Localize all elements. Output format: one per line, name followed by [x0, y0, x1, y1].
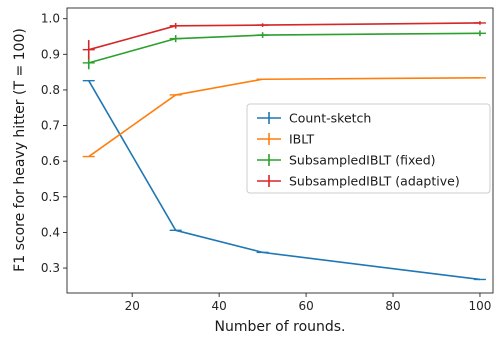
- series-line-iblt: [88, 77, 480, 158]
- x-tick-label: 60: [298, 299, 313, 313]
- y-tick-label: 0.3: [41, 261, 60, 275]
- legend: Count-sketch IBLT SubsampledIBLT (fixed) Su…: [246, 103, 491, 194]
- x-tick-label: 40: [212, 299, 227, 313]
- x-tick-label: 80: [385, 299, 400, 313]
- legend-label: Count-sketch: [289, 111, 371, 126]
- y-axis-ticks: 0.3 0.4 0.5 0.6 0.7 0.8 0.9 1.0: [41, 12, 67, 275]
- y-axis-label: F1 score for heavy hitter (T = 100): [12, 28, 28, 272]
- y-tick-label: 0.8: [41, 83, 60, 97]
- series-line-count-sketch: [88, 80, 481, 281]
- x-axis-label: Number of rounds.: [214, 319, 345, 335]
- x-tick-label: 100: [469, 299, 492, 313]
- y-tick-label: 1.0: [41, 12, 60, 26]
- series-layer: [82, 21, 486, 281]
- x-axis-ticks: 20 40 60 80 100: [125, 293, 492, 313]
- legend-box: [246, 103, 491, 194]
- y-tick-label: 0.4: [41, 225, 60, 239]
- legend-label: SubsampledIBLT (fixed): [289, 153, 436, 168]
- y-tick-label: 0.6: [41, 154, 60, 168]
- series-line-subsamplediblt-fixed: [88, 32, 480, 64]
- plot-frame: [66, 7, 494, 294]
- series-line-subsamplediblt-adaptive: [88, 22, 480, 51]
- y-tick-label: 0.9: [41, 47, 60, 61]
- x-tick-label: 20: [125, 299, 140, 313]
- y-tick-label: 0.5: [41, 190, 60, 204]
- y-tick-label: 0.7: [41, 119, 60, 133]
- legend-label: IBLT: [289, 132, 315, 147]
- legend-label: SubsampledIBLT (adaptive): [289, 174, 460, 189]
